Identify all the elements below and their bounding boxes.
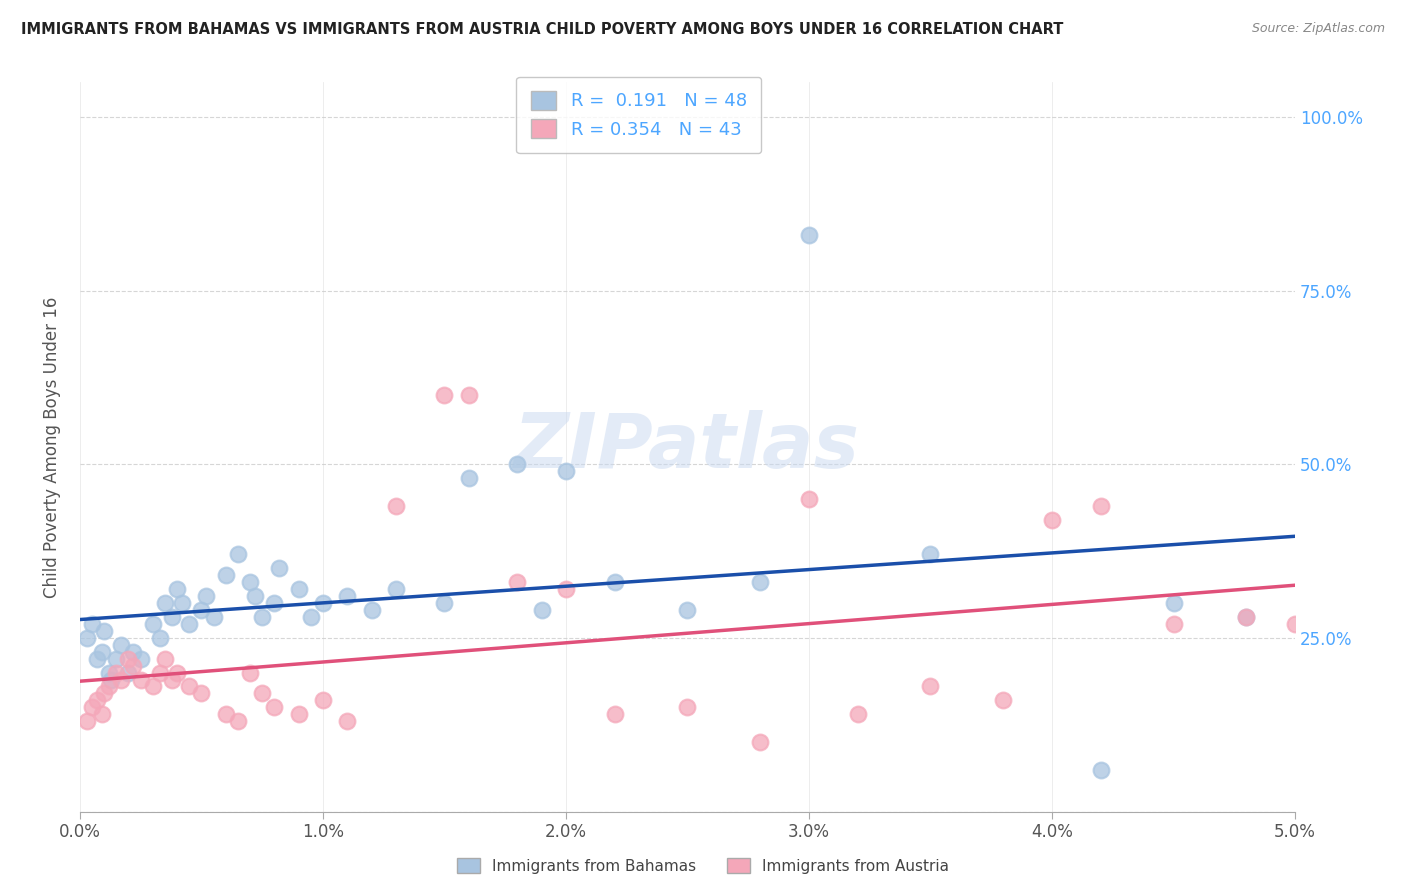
Point: [110, 673, 132, 687]
Point: [457, 471, 479, 485]
Point: [506, 575, 529, 590]
Point: [160, 610, 183, 624]
Point: [129, 673, 152, 687]
Point: [117, 651, 139, 665]
Point: [336, 589, 359, 603]
Point: [920, 548, 942, 562]
Point: [385, 499, 408, 513]
Point: [149, 665, 172, 680]
Point: [555, 582, 578, 597]
Point: [250, 686, 273, 700]
Point: [749, 575, 772, 590]
Point: [263, 700, 285, 714]
Point: [1284, 617, 1306, 632]
Point: [100, 673, 122, 687]
Point: [153, 596, 176, 610]
Point: [336, 714, 359, 729]
Point: [93, 624, 115, 638]
Legend: Immigrants from Bahamas, Immigrants from Austria: Immigrants from Bahamas, Immigrants from…: [451, 852, 955, 880]
Point: [149, 631, 172, 645]
Point: [1234, 610, 1257, 624]
Point: [142, 680, 165, 694]
Point: [86, 693, 108, 707]
Point: [1090, 763, 1112, 777]
Point: [86, 651, 108, 665]
Point: [190, 686, 212, 700]
Point: [215, 568, 238, 582]
Point: [170, 596, 193, 610]
Y-axis label: Child Poverty Among Boys Under 16: Child Poverty Among Boys Under 16: [44, 296, 60, 598]
Point: [846, 707, 869, 722]
Point: [190, 603, 212, 617]
Point: [80, 617, 103, 632]
Point: [1040, 513, 1063, 527]
Point: [226, 548, 249, 562]
Point: [263, 596, 285, 610]
Point: [179, 680, 201, 694]
Point: [269, 561, 291, 575]
Point: [166, 665, 188, 680]
Point: [129, 651, 152, 665]
Point: [287, 582, 309, 597]
Point: [226, 714, 249, 729]
Legend: R =  0.191   N = 48, R = 0.354   N = 43: R = 0.191 N = 48, R = 0.354 N = 43: [516, 77, 761, 153]
Point: [93, 686, 115, 700]
Point: [98, 665, 121, 680]
Point: [122, 645, 145, 659]
Point: [76, 714, 98, 729]
Text: IMMIGRANTS FROM BAHAMAS VS IMMIGRANTS FROM AUSTRIA CHILD POVERTY AMONG BOYS UNDE: IMMIGRANTS FROM BAHAMAS VS IMMIGRANTS FR…: [21, 22, 1063, 37]
Point: [433, 388, 456, 402]
Point: [243, 589, 266, 603]
Point: [797, 227, 820, 242]
Point: [160, 673, 183, 687]
Point: [195, 589, 218, 603]
Point: [105, 665, 128, 680]
Point: [603, 707, 626, 722]
Point: [385, 582, 408, 597]
Point: [1163, 617, 1185, 632]
Point: [287, 707, 309, 722]
Point: [797, 491, 820, 506]
Point: [676, 603, 699, 617]
Point: [142, 617, 165, 632]
Point: [506, 457, 529, 471]
Text: Source: ZipAtlas.com: Source: ZipAtlas.com: [1251, 22, 1385, 36]
Point: [603, 575, 626, 590]
Point: [76, 631, 98, 645]
Point: [166, 582, 188, 597]
Point: [312, 596, 335, 610]
Point: [433, 596, 456, 610]
Point: [90, 707, 112, 722]
Point: [202, 610, 225, 624]
Point: [122, 658, 145, 673]
Point: [98, 680, 121, 694]
Point: [360, 603, 382, 617]
Point: [457, 388, 479, 402]
Point: [1234, 610, 1257, 624]
Point: [250, 610, 273, 624]
Point: [239, 665, 262, 680]
Point: [312, 693, 335, 707]
Point: [117, 665, 139, 680]
Point: [110, 638, 132, 652]
Point: [1163, 596, 1185, 610]
Point: [90, 645, 112, 659]
Point: [239, 575, 262, 590]
Point: [555, 464, 578, 478]
Point: [1090, 499, 1112, 513]
Point: [676, 700, 699, 714]
Point: [215, 707, 238, 722]
Point: [299, 610, 322, 624]
Point: [920, 680, 942, 694]
Point: [105, 651, 128, 665]
Point: [179, 617, 201, 632]
Point: [153, 651, 176, 665]
Point: [530, 603, 553, 617]
Text: ZIPatlas: ZIPatlas: [515, 409, 860, 483]
Point: [80, 700, 103, 714]
Point: [749, 735, 772, 749]
Point: [993, 693, 1015, 707]
